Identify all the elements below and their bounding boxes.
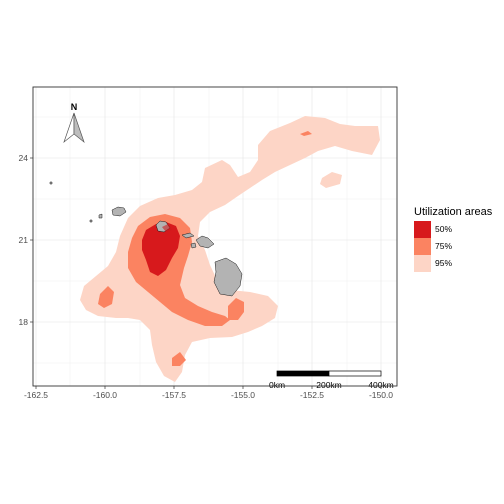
legend-swatch-50 [414, 221, 431, 238]
legend: Utilization areas 50% 75% 95% [414, 206, 493, 272]
scale-label-0: 0km [269, 380, 285, 390]
island-maui [195, 235, 215, 249]
island-niihau-kauai [111, 206, 127, 217]
utilization-50-area [142, 222, 180, 276]
north-arrow-label: N [71, 102, 78, 112]
scale-bar-black-segment [276, 370, 330, 377]
north-arrow-right [73, 112, 85, 144]
y-tick-label: 21 [19, 235, 29, 245]
x-tick-label: -152.5 [300, 390, 324, 400]
island-small-west [98, 213, 103, 219]
legend-label-95: 95% [435, 258, 452, 268]
scale-bar-white-segment [328, 370, 382, 377]
scale-label-400: 400km [368, 380, 394, 390]
y-tick-label: 18 [19, 317, 29, 327]
y-axis-labels: 24 21 18 [19, 153, 29, 327]
oahu-overlap-shade [162, 224, 172, 232]
north-arrow: N [63, 102, 85, 144]
x-tick-label: -155.0 [231, 390, 255, 400]
legend-label-75: 75% [435, 241, 452, 251]
island-tiny [89, 219, 93, 223]
x-tick-label: -162.5 [24, 390, 48, 400]
legend-title: Utilization areas [414, 206, 493, 218]
panel-border [32, 86, 398, 387]
legend-swatch-75 [414, 238, 431, 255]
scale-bar: 0km 200km 400km [269, 370, 394, 390]
island-molokai [181, 232, 195, 239]
island-lanai [190, 242, 197, 249]
island-hawaii [213, 257, 243, 297]
axis-ticks [30, 157, 382, 389]
legend-label-50: 50% [435, 224, 452, 234]
x-tick-label: -150.0 [369, 390, 393, 400]
legend-swatch-95 [414, 255, 431, 272]
x-tick-label: -157.5 [162, 390, 186, 400]
x-tick-label: -160.0 [93, 390, 117, 400]
utilization-95-area [80, 116, 380, 382]
y-tick-label: 24 [19, 153, 29, 163]
scale-label-200: 200km [316, 380, 342, 390]
x-axis-labels: -162.5 -160.0 -157.5 -155.0 -152.5 -150.… [24, 390, 393, 400]
island-nihoa [49, 181, 53, 185]
